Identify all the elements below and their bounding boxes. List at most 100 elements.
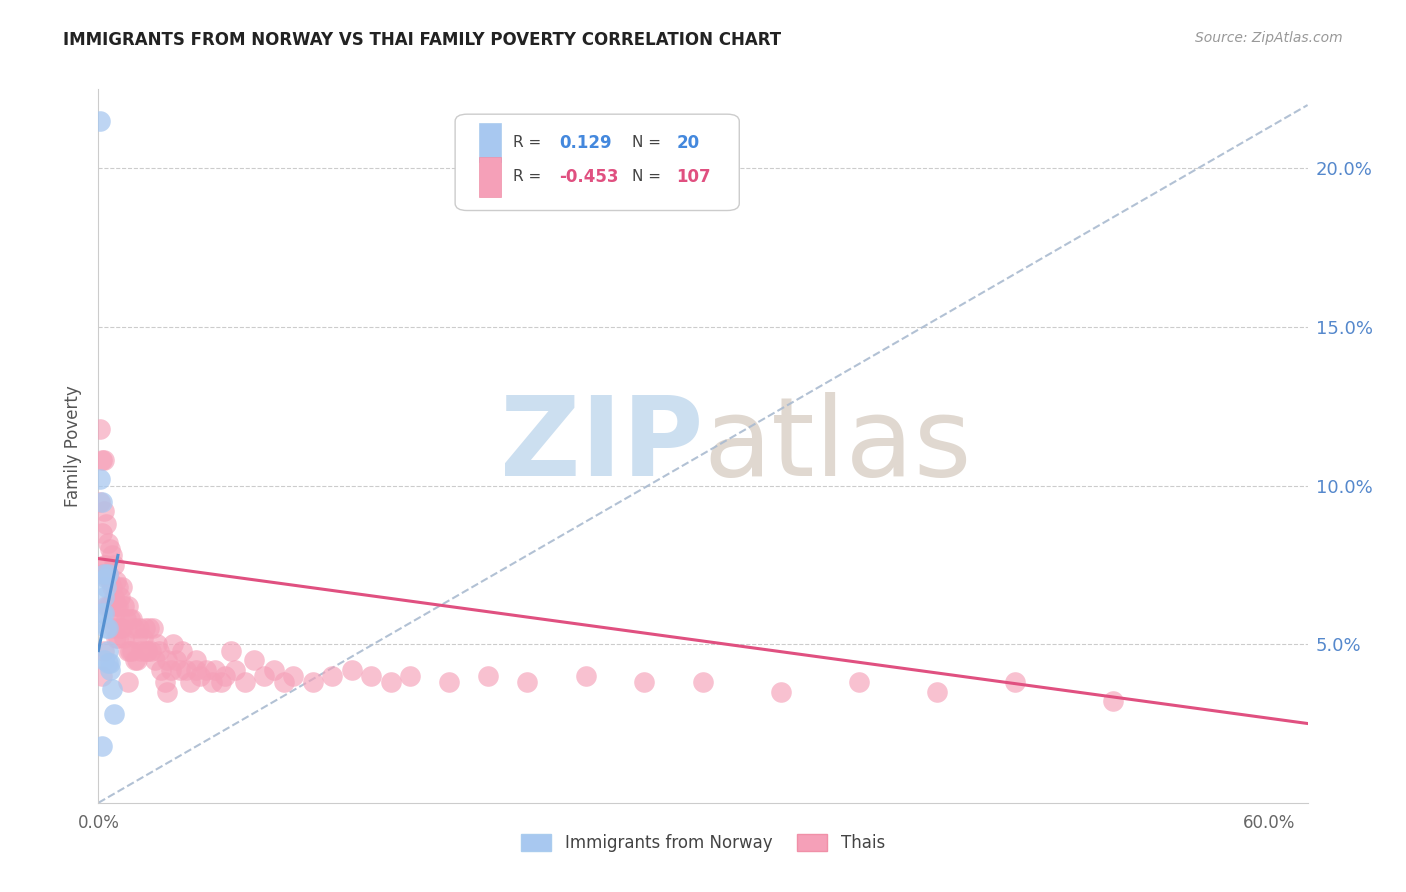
Point [101, 612, 124, 626]
Point [219, 643, 242, 657]
Point [91, 669, 114, 683]
Point [122, 621, 145, 635]
Point [172, 643, 194, 657]
Point [103, 621, 125, 635]
Point [128, 621, 150, 635]
Point [209, 675, 232, 690]
Point [146, 637, 169, 651]
Point [159, 663, 181, 677]
Point [97, 567, 120, 582]
FancyBboxPatch shape [479, 123, 501, 162]
Point [132, 631, 155, 645]
Point [243, 653, 266, 667]
Point [253, 669, 276, 683]
Point [93, 590, 115, 604]
Point [121, 612, 143, 626]
Legend: Immigrants from Norway, Thais: Immigrants from Norway, Thais [515, 827, 891, 859]
Point [156, 653, 179, 667]
Point [118, 612, 141, 626]
Point [112, 599, 135, 614]
Point [127, 653, 149, 667]
Point [91, 526, 114, 541]
Text: 0.129: 0.129 [560, 134, 612, 152]
Point [111, 621, 134, 635]
Point [89, 421, 111, 435]
Point [107, 580, 129, 594]
Point [233, 675, 256, 690]
Point [179, 675, 201, 690]
Point [111, 580, 134, 594]
Point [1004, 675, 1026, 690]
Point [194, 663, 217, 677]
Point [214, 669, 236, 683]
Point [127, 631, 149, 645]
Point [97, 643, 120, 657]
Point [97, 657, 120, 671]
Text: N =: N = [631, 169, 665, 185]
Point [136, 643, 159, 657]
Point [156, 685, 179, 699]
Point [117, 675, 139, 690]
Point [91, 494, 114, 508]
Point [93, 504, 115, 518]
Point [153, 675, 176, 690]
Point [97, 599, 120, 614]
Point [136, 643, 159, 657]
Point [103, 612, 125, 626]
Point [108, 590, 131, 604]
Point [97, 535, 120, 549]
Point [97, 567, 120, 582]
Point [114, 612, 136, 626]
Point [93, 558, 115, 572]
Point [103, 590, 125, 604]
Point [93, 567, 115, 582]
Point [101, 580, 124, 594]
Text: 107: 107 [676, 168, 711, 186]
Point [131, 643, 153, 657]
Point [118, 643, 141, 657]
Point [91, 567, 114, 582]
Text: N =: N = [631, 136, 665, 150]
Point [96, 599, 118, 614]
Point [121, 643, 143, 657]
Text: R =: R = [513, 136, 547, 150]
Point [184, 653, 207, 667]
Point [340, 663, 363, 677]
Text: 20: 20 [676, 134, 700, 152]
Point [283, 669, 305, 683]
Point [104, 599, 127, 614]
Point [103, 558, 125, 572]
Point [89, 494, 111, 508]
Point [93, 453, 115, 467]
Point [89, 472, 111, 486]
Point [89, 114, 111, 128]
Point [96, 571, 118, 585]
Point [224, 663, 246, 677]
Point [98, 574, 121, 588]
Point [143, 653, 166, 667]
Point [184, 663, 207, 677]
Point [98, 657, 121, 671]
Point [101, 549, 124, 563]
FancyBboxPatch shape [456, 114, 740, 211]
Point [321, 669, 343, 683]
Point [263, 663, 285, 677]
Point [380, 675, 402, 690]
Point [273, 675, 295, 690]
Point [104, 574, 127, 588]
Point [516, 675, 538, 690]
Point [101, 681, 124, 696]
Point [112, 631, 135, 645]
Point [98, 663, 121, 677]
Y-axis label: Family Poverty: Family Poverty [65, 385, 83, 507]
Point [575, 669, 598, 683]
Point [139, 643, 162, 657]
Point [103, 706, 125, 721]
Point [925, 685, 948, 699]
Point [96, 621, 118, 635]
Point [174, 663, 197, 677]
Text: IMMIGRANTS FROM NORWAY VS THAI FAMILY POVERTY CORRELATION CHART: IMMIGRANTS FROM NORWAY VS THAI FAMILY PO… [63, 31, 782, 49]
FancyBboxPatch shape [479, 157, 501, 196]
Point [93, 653, 115, 667]
Text: Source: ZipAtlas.com: Source: ZipAtlas.com [1195, 31, 1343, 45]
